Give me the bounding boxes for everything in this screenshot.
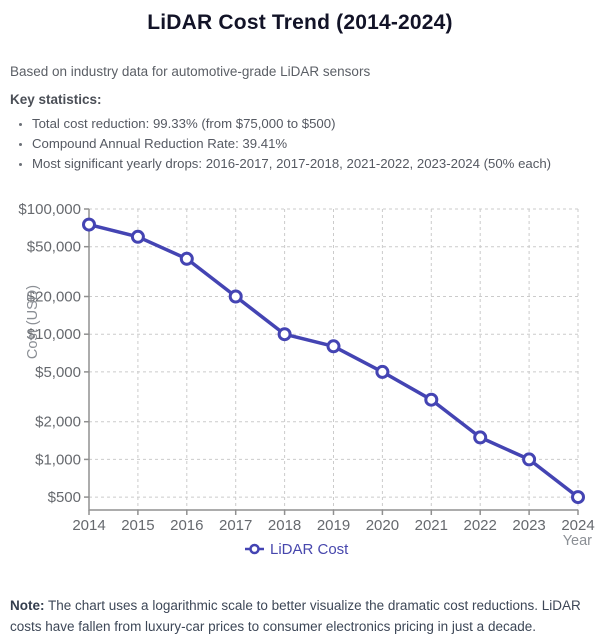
- x-tick-label: 2017: [219, 517, 252, 534]
- x-tick-label: 2021: [415, 517, 448, 534]
- data-point-2016[interactable]: [179, 251, 194, 266]
- x-tick-label: 2018: [268, 517, 301, 534]
- y-tick-label: $100,000: [18, 201, 81, 218]
- y-tick-label: $2,000: [35, 414, 81, 431]
- key-stat-annual-rate: Compound Annual Reduction Rate: 39.41%: [32, 134, 600, 154]
- y-tick-label: $5,000: [35, 364, 81, 381]
- data-point-2020[interactable]: [375, 364, 390, 379]
- page: LiDAR Cost Trend (2014-2024) Based on in…: [0, 10, 600, 640]
- key-statistics-list: Total cost reduction: 99.33% (from $75,0…: [0, 114, 600, 174]
- legend-marker-icon: [249, 543, 260, 555]
- y-tick-label: $500: [48, 489, 81, 506]
- data-point-2015[interactable]: [130, 229, 145, 244]
- legend-item-lidar-cost[interactable]: LiDAR Cost: [245, 541, 349, 558]
- y-tick-label: $10,000: [27, 326, 81, 343]
- data-point-2019[interactable]: [326, 339, 341, 354]
- x-tick-label: 2014: [72, 517, 105, 534]
- footnote-line2: costs have fallen from luxury-car prices…: [10, 619, 536, 634]
- x-tick-label: 2023: [512, 517, 545, 534]
- key-statistics-heading: Key statistics:: [10, 92, 102, 107]
- x-tick-label: 2022: [464, 517, 497, 534]
- key-stat-yearly-drops: Most significant yearly drops: 2016-2017…: [32, 154, 600, 174]
- x-tick-label: 2019: [317, 517, 350, 534]
- x-axis-title: Year: [563, 533, 592, 549]
- x-tick-label: 2016: [170, 517, 203, 534]
- x-tick-label: 2015: [121, 517, 154, 534]
- y-axis-title: Cost (USD): [25, 285, 41, 359]
- footnote-line1: The chart uses a logarithmic scale to be…: [48, 598, 581, 613]
- data-point-2023[interactable]: [522, 452, 537, 467]
- lidar-cost-line-chart[interactable]: $100,000 $50,000 $20,000 $10,000 $5,000 $2,00…: [0, 195, 600, 565]
- y-tick-label: $20,000: [27, 289, 81, 306]
- chart-subtitle: Based on industry data for automotive-gr…: [10, 64, 371, 79]
- footnote-label: Note:: [10, 598, 45, 613]
- data-point-2014[interactable]: [82, 217, 96, 232]
- y-tick-label: $50,000: [27, 239, 81, 256]
- data-point-2022[interactable]: [473, 430, 488, 445]
- data-point-2021[interactable]: [424, 392, 439, 407]
- page-title: LiDAR Cost Trend (2014-2024): [147, 11, 453, 34]
- data-point-2024[interactable]: [571, 490, 585, 505]
- y-tick-label: $1,000: [35, 451, 81, 468]
- x-tick-label: 2024: [561, 517, 594, 534]
- data-point-2018[interactable]: [277, 327, 292, 342]
- axis-lines: [88, 209, 578, 511]
- legend-label: LiDAR Cost: [270, 541, 349, 558]
- x-tick-label: 2020: [366, 517, 399, 534]
- key-stat-total-reduction: Total cost reduction: 99.33% (from $75,0…: [32, 114, 600, 134]
- data-point-2017[interactable]: [228, 289, 243, 304]
- footnote: Note: The chart uses a logarithmic scale…: [10, 595, 590, 637]
